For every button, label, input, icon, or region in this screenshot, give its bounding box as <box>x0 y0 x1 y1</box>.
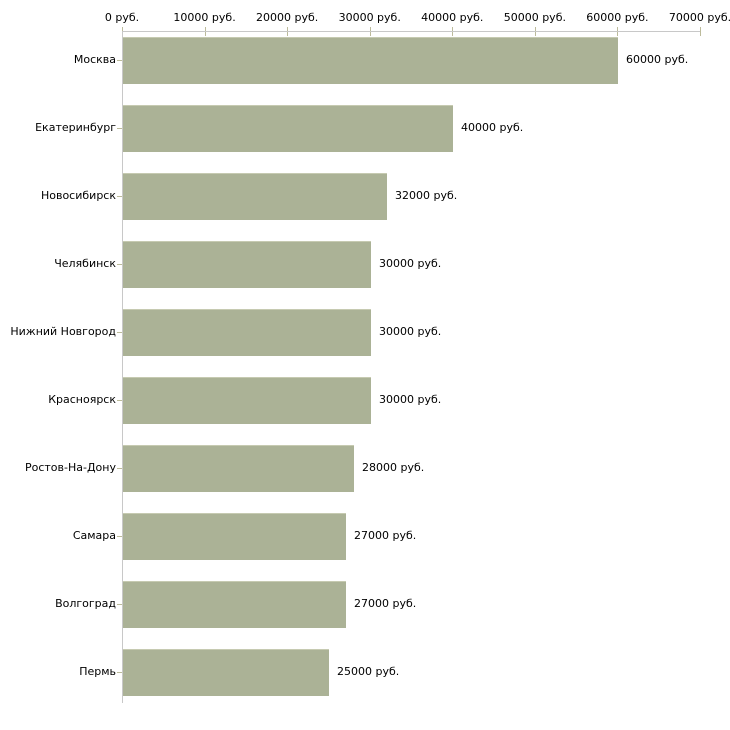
bar <box>123 513 346 560</box>
y-axis-tick-mark <box>117 196 122 197</box>
y-axis-tick-mark <box>117 536 122 537</box>
y-axis-tick-mark <box>117 604 122 605</box>
x-axis-tick-mark <box>700 27 701 36</box>
category-label: Самара <box>72 529 116 542</box>
x-axis-tick-label: 20000 руб. <box>256 11 319 24</box>
y-axis-tick-mark <box>117 60 122 61</box>
x-axis-line <box>122 31 700 32</box>
value-label: 60000 руб. <box>626 53 689 66</box>
y-axis-tick-mark <box>117 128 122 129</box>
y-axis-line <box>122 31 123 703</box>
value-label: 30000 руб. <box>379 325 442 338</box>
y-axis-tick-mark <box>117 264 122 265</box>
x-axis-tick-label: 50000 руб. <box>503 11 566 24</box>
value-label: 28000 руб. <box>362 461 425 474</box>
x-axis-tick-label: 40000 руб. <box>421 11 484 24</box>
bar <box>123 37 618 84</box>
y-axis-tick-mark <box>117 332 122 333</box>
x-axis-tick-label: 30000 руб. <box>338 11 401 24</box>
value-label: 30000 руб. <box>379 393 442 406</box>
y-axis-tick-mark <box>117 400 122 401</box>
value-label: 32000 руб. <box>395 189 458 202</box>
x-axis-tick-label: 60000 руб. <box>586 11 649 24</box>
value-label: 40000 руб. <box>461 121 524 134</box>
bar <box>123 649 329 696</box>
category-label: Нижний Новгород <box>10 325 116 338</box>
bar <box>123 309 371 356</box>
x-axis-tick-label: 70000 руб. <box>668 11 730 24</box>
bar <box>123 105 453 152</box>
category-label: Екатеринбург <box>35 121 116 134</box>
y-axis-tick-mark <box>117 468 122 469</box>
bar <box>123 581 346 628</box>
bar <box>123 377 371 424</box>
category-label: Челябинск <box>54 257 116 270</box>
category-label: Ростов-На-Дону <box>24 461 116 474</box>
x-axis-tick-label: 0 руб. <box>104 11 140 24</box>
bar <box>123 445 354 492</box>
category-label: Новосибирск <box>40 189 116 202</box>
category-label: Пермь <box>79 665 116 678</box>
value-label: 27000 руб. <box>354 529 417 542</box>
bar <box>123 173 387 220</box>
x-axis-tick-label: 10000 руб. <box>173 11 236 24</box>
bar <box>123 241 371 288</box>
category-label: Волгоград <box>55 597 116 610</box>
category-label: Москва <box>73 53 116 66</box>
value-label: 27000 руб. <box>354 597 417 610</box>
y-axis-tick-mark <box>117 672 122 673</box>
value-label: 25000 руб. <box>337 665 400 678</box>
value-label: 30000 руб. <box>379 257 442 270</box>
category-label: Красноярск <box>48 393 116 406</box>
